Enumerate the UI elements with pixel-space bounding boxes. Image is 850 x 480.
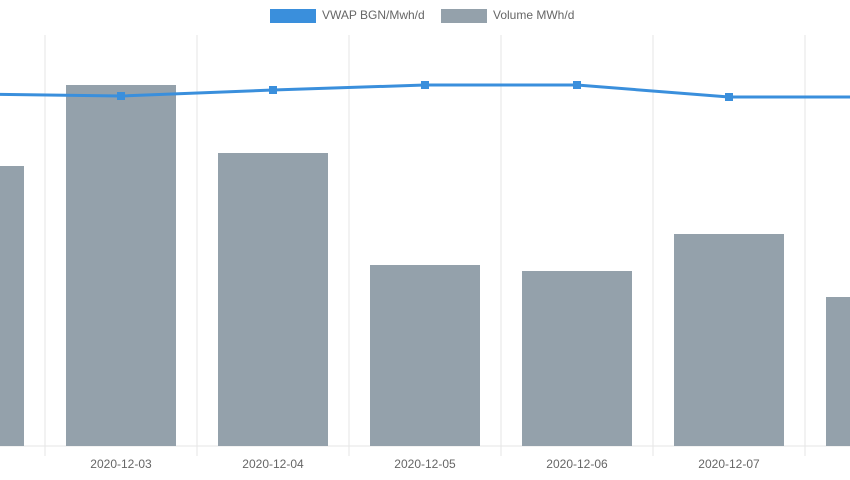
point: [117, 92, 125, 100]
bar: [826, 297, 850, 446]
bar: [218, 153, 328, 446]
point: [269, 86, 277, 94]
x-tick-label: 2020-12-03: [90, 457, 152, 471]
bar: [522, 271, 632, 446]
legend-label: VWAP BGN/Mwh/d: [322, 8, 425, 22]
bar: [674, 234, 784, 446]
bar: [66, 85, 176, 446]
x-tick-label: 2020-12-04: [242, 457, 304, 471]
x-tick-label: 2020-12-06: [546, 457, 608, 471]
legend-label: Volume MWh/d: [493, 8, 574, 22]
x-tick-label: 2020-12-05: [394, 457, 456, 471]
x-tick-label: 2020-12-07: [698, 457, 760, 471]
bar: [0, 166, 24, 446]
point: [421, 81, 429, 89]
bar: [370, 265, 480, 446]
point: [573, 81, 581, 89]
legend-swatch: [441, 9, 487, 23]
point: [725, 93, 733, 101]
legend-swatch: [270, 9, 316, 23]
